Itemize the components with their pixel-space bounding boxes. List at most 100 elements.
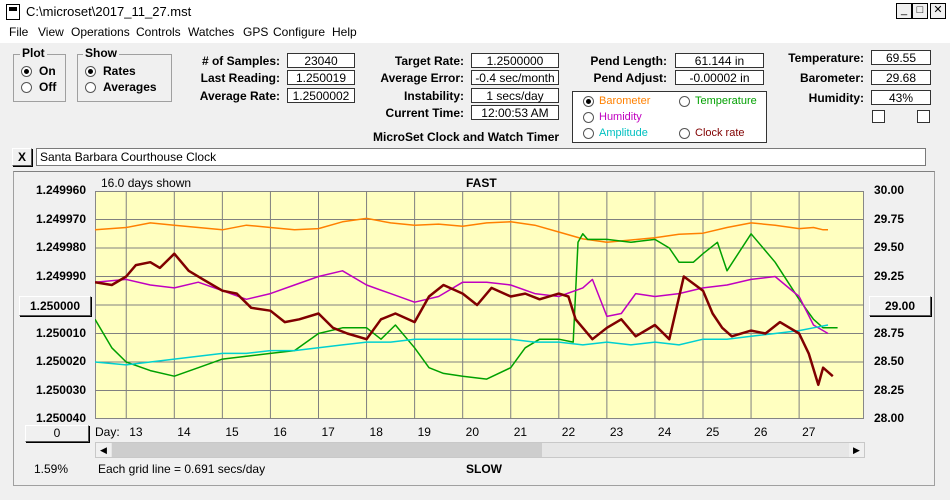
right-tick-label: 28.25 bbox=[874, 382, 905, 397]
window-title: C:\microset\2017_11_27.mst bbox=[26, 4, 192, 19]
right-tick-label: 28.00 bbox=[874, 411, 905, 425]
right-tick-label: 29.75 bbox=[874, 211, 905, 226]
menu-operations[interactable]: Operations bbox=[71, 25, 130, 39]
left-tick-label: 1.249990 bbox=[35, 268, 86, 283]
average-rate-field: 1.2500002 bbox=[287, 88, 355, 103]
target-rate-field: 1.2500000 bbox=[471, 53, 559, 68]
day-tick-label: 24 bbox=[657, 425, 672, 439]
plot-group bbox=[13, 54, 66, 102]
show-averages-radio[interactable] bbox=[85, 82, 96, 93]
series-line-0 bbox=[95, 217, 828, 244]
average-error-label: Average Error: bbox=[380, 71, 464, 85]
temperature-option: Temperature bbox=[695, 95, 757, 107]
close-button[interactable]: ✕ bbox=[930, 3, 946, 19]
humidity-checkbox-left[interactable] bbox=[872, 110, 885, 123]
graph-panel bbox=[13, 171, 935, 486]
right-tick-label: 29.50 bbox=[874, 240, 905, 254]
menu-controls[interactable]: Controls bbox=[136, 25, 181, 39]
pend-adjust-field: -0.00002 in bbox=[675, 70, 764, 85]
day-tick-label: 23 bbox=[609, 425, 624, 439]
plot-on-radio[interactable] bbox=[21, 66, 32, 77]
plot-off-label: Off bbox=[39, 80, 57, 94]
current-time-label: Current Time: bbox=[385, 106, 464, 120]
target-rate-label: Target Rate: bbox=[394, 54, 464, 68]
series-line-2 bbox=[95, 270, 829, 335]
menu-bar bbox=[0, 23, 950, 43]
watch-name-input[interactable]: Santa Barbara Courthouse Clock bbox=[36, 148, 926, 166]
show-rates-radio[interactable] bbox=[85, 66, 96, 77]
series-line-4 bbox=[95, 252, 834, 387]
day-tick-label: 26 bbox=[754, 425, 768, 439]
zero-button[interactable]: 0 bbox=[25, 425, 89, 442]
left-tick-label: 1.250040 bbox=[35, 411, 86, 425]
samples-field: 23040 bbox=[287, 53, 355, 68]
temperature-radio[interactable] bbox=[679, 96, 690, 107]
day-tick-label: 21 bbox=[513, 425, 528, 439]
amplitude-radio[interactable] bbox=[583, 128, 594, 139]
temperature-label: Temperature: bbox=[788, 51, 864, 65]
series-line-3 bbox=[95, 324, 829, 366]
plot-off-radio[interactable] bbox=[21, 82, 32, 93]
left-tick-label: 1.250020 bbox=[35, 354, 86, 368]
menu-configure[interactable]: Configure bbox=[273, 25, 326, 39]
slow-label: SLOW bbox=[466, 462, 502, 476]
instability-label: Instability: bbox=[403, 89, 464, 103]
day-label: Day: bbox=[95, 425, 120, 439]
last-reading-label: Last Reading: bbox=[200, 71, 280, 85]
minimize-button[interactable]: _ bbox=[896, 3, 912, 19]
clock-rate-radio[interactable] bbox=[679, 128, 690, 139]
menu-gps[interactable]: GPS bbox=[243, 25, 269, 39]
day-tick-label: 17 bbox=[321, 425, 335, 439]
day-tick-label: 22 bbox=[561, 425, 576, 439]
day-tick-label: 15 bbox=[225, 425, 239, 439]
samples-label: # of Samples: bbox=[201, 54, 280, 68]
humidity-label: Humidity: bbox=[808, 91, 864, 105]
menu-help[interactable]: Help bbox=[332, 25, 357, 39]
left-tick-label: 1.249980 bbox=[35, 240, 86, 254]
scroll-left-arrow-icon[interactable]: ◀ bbox=[96, 443, 111, 457]
show-group bbox=[77, 54, 172, 102]
current-time-field: 12:00:53 AM bbox=[471, 105, 559, 120]
percent-readout: 1.59% bbox=[34, 462, 69, 476]
app-caption: MicroSet Clock and Watch Timer bbox=[373, 130, 560, 144]
humidity-radio[interactable] bbox=[583, 112, 594, 123]
day-tick-label: 14 bbox=[177, 425, 191, 439]
average-rate-label: Average Rate: bbox=[199, 89, 280, 103]
clear-watch-button[interactable]: X bbox=[12, 148, 32, 166]
barometer-option: Barometer bbox=[599, 95, 651, 107]
day-tick-label: 16 bbox=[273, 425, 287, 439]
left-tick-label: 1.249970 bbox=[35, 211, 86, 226]
day-tick-label: 25 bbox=[705, 425, 720, 439]
barometer-radio[interactable] bbox=[583, 96, 594, 107]
app-icon bbox=[6, 4, 20, 20]
overlay-selector bbox=[572, 91, 767, 143]
menu-file[interactable]: File bbox=[9, 25, 29, 39]
pend-adjust-label: Pend Adjust: bbox=[593, 71, 667, 85]
fast-label: FAST bbox=[466, 176, 497, 190]
days-shown: 16.0 days shown bbox=[101, 176, 192, 190]
scroll-thumb[interactable] bbox=[112, 443, 542, 457]
menu-view[interactable]: View bbox=[38, 25, 64, 39]
plot-group-title: Plot bbox=[20, 46, 47, 60]
day-tick-label: 27 bbox=[802, 425, 816, 439]
barometer-label: Barometer: bbox=[799, 71, 864, 85]
average-error-field: -0.4 sec/month bbox=[471, 70, 559, 85]
maximize-button[interactable]: □ bbox=[912, 3, 928, 19]
day-tick-label: 13 bbox=[129, 425, 143, 439]
series-line-1 bbox=[95, 233, 838, 380]
humidity-field: 43% bbox=[871, 90, 931, 105]
humidity-checkbox-right[interactable] bbox=[917, 110, 930, 123]
temperature-field: 69.55 bbox=[871, 50, 931, 65]
clock-rate-option: Clock rate bbox=[695, 127, 745, 139]
right-tick-label: 30.00 bbox=[874, 183, 905, 197]
grid-note: Each grid line = 0.691 secs/day bbox=[98, 462, 266, 476]
plot-on-label: On bbox=[39, 64, 56, 78]
scroll-right-arrow-icon[interactable]: ▶ bbox=[849, 443, 864, 457]
pend-length-label: Pend Length: bbox=[590, 54, 667, 68]
center-rate-button[interactable]: 1.250000 bbox=[19, 296, 91, 316]
center-barometer-button[interactable]: 29.00 bbox=[869, 296, 931, 316]
last-reading-field: 1.250019 bbox=[287, 70, 355, 85]
right-tick-label: 28.75 bbox=[874, 325, 905, 340]
menu-watches[interactable]: Watches bbox=[188, 25, 235, 39]
chart-svg bbox=[95, 191, 864, 419]
